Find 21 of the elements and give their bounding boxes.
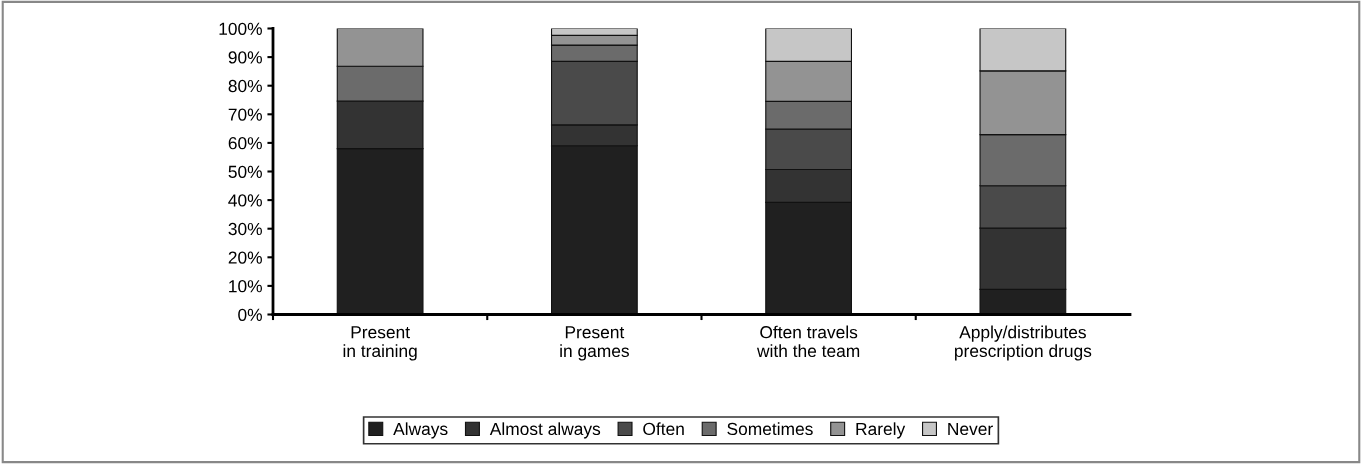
y-tick-label: 30% [228, 222, 262, 236]
y-tick-label: 0% [238, 308, 262, 321]
y-tick-label: 10% [229, 280, 262, 293]
y-tick-label: 40% [228, 194, 262, 207]
x-tick-label: Apply/distributes prescription drugs [955, 325, 1092, 361]
legend-label: Often [643, 422, 684, 436]
x-tick-label: Present in training [343, 326, 417, 361]
x-tick-label: Present in games [560, 326, 629, 361]
legend-label: Almost always [489, 422, 601, 439]
legend-label: Rarely [856, 422, 906, 439]
y-tick-label: 20% [228, 251, 262, 264]
y-tick-label: 90% [228, 51, 262, 64]
legend-label: Never [948, 422, 993, 436]
y-tick-label: 80% [228, 79, 262, 93]
legend-label: Sometimes [727, 422, 813, 436]
y-tick-label: 50% [228, 165, 262, 178]
x-tick-label: Often travels with the team [756, 325, 860, 358]
y-tick-label: 70% [228, 108, 262, 121]
y-tick-label: 100% [219, 22, 262, 35]
legend-label: Always [393, 422, 448, 439]
y-tick-label: 60% [228, 137, 262, 150]
